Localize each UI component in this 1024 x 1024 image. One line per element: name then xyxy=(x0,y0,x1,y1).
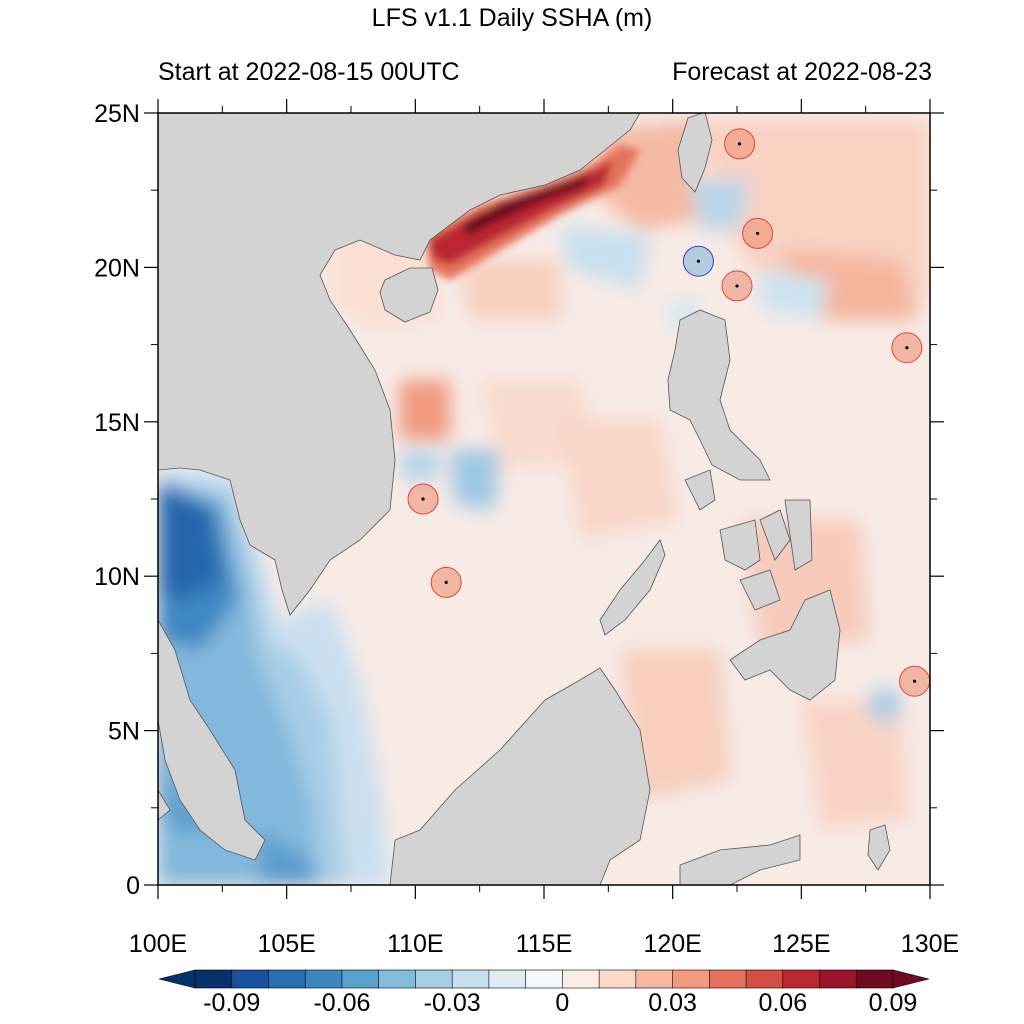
colorbar-segment xyxy=(598,969,637,989)
land xyxy=(158,113,891,885)
colorbar-segment xyxy=(304,969,343,989)
lat-tick-label: 10N xyxy=(94,563,140,591)
eddy-center-dot xyxy=(444,580,448,584)
colorbar-segment xyxy=(709,969,747,989)
lat-tick-label: 25N xyxy=(94,100,140,128)
forecast-time-label: Forecast at 2022-08-23 xyxy=(672,58,932,86)
colorbar-segment xyxy=(635,969,674,989)
colorbar-segment xyxy=(855,969,894,989)
lon-tick-label: 120E xyxy=(643,930,701,958)
eddy-center-dot xyxy=(737,142,742,146)
colorbar-label: -0.06 xyxy=(313,989,370,1017)
lat-tick-label: 15N xyxy=(94,409,140,437)
colorbar-segment xyxy=(341,969,380,989)
eddy-center-dot xyxy=(905,346,909,350)
colorbar-segment xyxy=(415,969,453,989)
lon-tick-label: 125E xyxy=(772,930,830,958)
colorbar-high-arrow xyxy=(892,969,930,989)
colorbar-segment xyxy=(672,969,711,989)
colorbar-segment xyxy=(378,969,417,989)
colorbar-label: 0.03 xyxy=(648,989,697,1017)
colorbar-label: -0.09 xyxy=(203,989,260,1017)
eddy-center-dot xyxy=(755,231,760,236)
longitude-axis: 100E 105E 110E 115E 120E 125E 130E xyxy=(129,99,959,958)
eddy-center-dot xyxy=(735,284,739,288)
colorbar-label: 0.09 xyxy=(869,989,918,1017)
lon-tick-label: 100E xyxy=(129,930,187,958)
eddy-markers xyxy=(407,128,930,697)
colorbar: -0.09 -0.06 -0.03 0 0.03 0.06 0.09 xyxy=(158,969,930,1017)
lat-tick-label: 20N xyxy=(94,254,140,282)
colorbar-segment xyxy=(488,969,527,989)
lat-tick-label: 5N xyxy=(108,718,140,746)
eddy-center-dot xyxy=(421,497,425,501)
colorbar-label: 0 xyxy=(555,989,569,1017)
latitude-axis: 0 5N 10N 15N 20N 25N xyxy=(94,100,944,900)
lat-tick-label: 0 xyxy=(126,872,140,900)
lon-tick-label: 110E xyxy=(387,930,444,958)
colorbar-segment xyxy=(782,969,821,989)
eddy-center-dot xyxy=(912,679,917,683)
colorbar-low-arrow xyxy=(158,969,196,989)
colorbar-label: 0.06 xyxy=(758,989,807,1017)
colorbar-segment xyxy=(525,969,564,989)
start-time-label: Start at 2022-08-15 00UTC xyxy=(158,58,460,86)
lon-tick-label: 105E xyxy=(257,930,315,958)
colorbar-segment xyxy=(268,969,307,989)
eddy-center-dot xyxy=(696,259,701,263)
map-title: LFS v1.1 Daily SSHA (m) xyxy=(371,4,653,32)
coastal-warm-band xyxy=(425,145,640,280)
lon-tick-label: 115E xyxy=(516,930,573,958)
colorbar-segment xyxy=(194,969,233,989)
colorbar-segment xyxy=(562,969,600,989)
colorbar-segment xyxy=(231,969,270,989)
colorbar-segment xyxy=(451,969,490,989)
colorbar-segment xyxy=(745,969,784,989)
colorbar-segment xyxy=(819,969,858,989)
colorbar-label: -0.03 xyxy=(424,989,481,1017)
lon-tick-label: 130E xyxy=(901,930,959,958)
